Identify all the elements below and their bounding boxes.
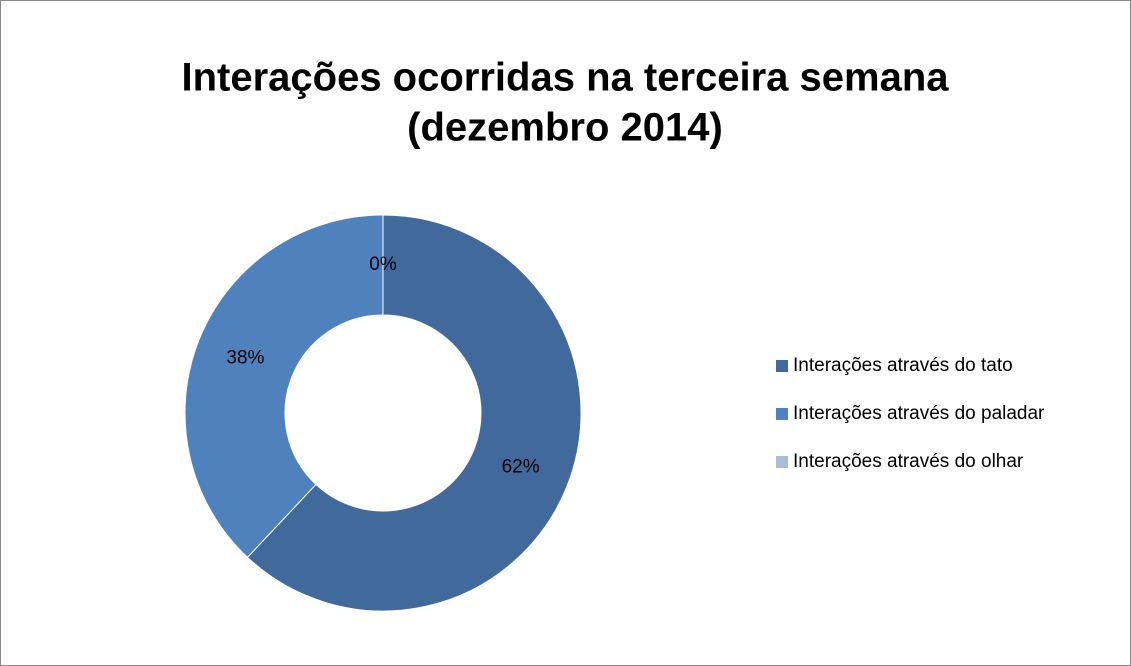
donut-slice bbox=[246, 214, 582, 612]
data-label: 62% bbox=[502, 456, 540, 477]
legend-label: Interações através do tato bbox=[793, 355, 1013, 376]
donut-slice bbox=[184, 214, 384, 559]
chart-title: (dezembro 2014) bbox=[407, 106, 723, 150]
legend-swatch bbox=[776, 456, 788, 468]
chart-title: Interações ocorridas na terceira semana bbox=[181, 56, 949, 100]
data-label: 0% bbox=[369, 254, 397, 275]
legend-label: Interações através do paladar bbox=[793, 403, 1045, 424]
legend-swatch bbox=[776, 360, 788, 372]
legend-swatch bbox=[776, 408, 788, 420]
legend-label: Interações através do olhar bbox=[793, 451, 1024, 472]
data-label: 38% bbox=[226, 348, 264, 369]
